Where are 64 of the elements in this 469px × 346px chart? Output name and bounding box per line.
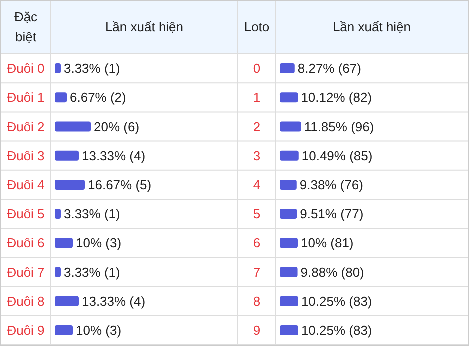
x-axis-title: Lần xuất hiện	[105, 20, 184, 35]
bar	[55, 92, 68, 103]
y-tick-label: 7	[253, 264, 261, 280]
data-label: 9.51% (77)	[300, 206, 364, 222]
y-axis-title: Đặc biệt	[14, 10, 38, 45]
bar	[280, 64, 295, 74]
data-label: 13.33% (4)	[82, 148, 146, 164]
bar	[55, 180, 86, 190]
bar	[280, 150, 299, 161]
y-tick-label: 1	[253, 90, 261, 106]
data-label: 3.33% (1)	[64, 206, 120, 222]
bar	[55, 64, 61, 74]
y-tick-label: Đuôi 2	[7, 119, 45, 134]
data-label: 10.25% (83)	[301, 323, 372, 338]
bar	[55, 122, 91, 132]
data-label: 6.67% (2)	[70, 90, 126, 106]
y-tick-label: 5	[253, 206, 261, 222]
y-tick-label: 4	[253, 178, 261, 192]
x-axis-title: Lần xuất hiện	[332, 20, 412, 35]
y-tick-label: 9	[253, 323, 261, 338]
bar	[280, 325, 298, 336]
data-label: 11.85% (96)	[304, 119, 374, 134]
y-axis-title: Loto	[244, 20, 270, 35]
bar	[280, 267, 298, 278]
bar	[280, 296, 298, 306]
bar	[280, 180, 297, 190]
bar	[55, 267, 61, 278]
y-tick-label: Đuôi 1	[7, 90, 45, 106]
y-tick-label: Đuôi 4	[7, 178, 45, 192]
y-tick-label: 8	[253, 294, 261, 309]
y-tick-label: Đuôi 7	[7, 264, 45, 280]
data-label: 8.27% (67)	[298, 61, 362, 76]
y-tick-label: Đuôi 9	[7, 323, 45, 338]
y-tick-label: Đuôi 5	[7, 206, 45, 222]
data-label: 10% (3)	[76, 236, 122, 251]
data-label: 20% (6)	[94, 119, 140, 134]
y-tick-label: Đuôi 8	[7, 294, 45, 309]
bar	[55, 209, 61, 220]
data-label: 3.33% (1)	[64, 264, 120, 280]
data-label: 16.67% (5)	[88, 178, 152, 192]
bar	[280, 209, 298, 220]
data-label: 10.25% (83)	[301, 294, 372, 309]
data-label: 10.49% (85)	[302, 148, 373, 164]
y-tick-label: 6	[253, 236, 261, 251]
data-label: 13.33% (4)	[82, 294, 146, 309]
y-tick-label: Đuôi 0	[7, 61, 45, 76]
bar	[55, 296, 79, 306]
data-label: 10% (3)	[76, 323, 122, 338]
bar	[280, 122, 302, 132]
y-tick-label: Đuôi 3	[7, 148, 45, 164]
data-label: 10.12% (82)	[301, 90, 372, 106]
y-tick-label: 0	[253, 61, 261, 76]
bar	[55, 150, 79, 161]
bar	[55, 325, 73, 336]
data-label: 10% (81)	[301, 236, 354, 251]
data-label: 9.38% (76)	[300, 178, 364, 192]
y-tick-label: Đuôi 6	[7, 236, 45, 251]
bar	[280, 92, 298, 103]
data-label: 3.33% (1)	[64, 61, 120, 76]
bar	[55, 238, 73, 248]
y-tick-label: 2	[253, 119, 261, 134]
y-tick-label: 3	[253, 148, 261, 164]
bar	[280, 238, 298, 248]
data-label: 9.88% (80)	[300, 264, 364, 280]
